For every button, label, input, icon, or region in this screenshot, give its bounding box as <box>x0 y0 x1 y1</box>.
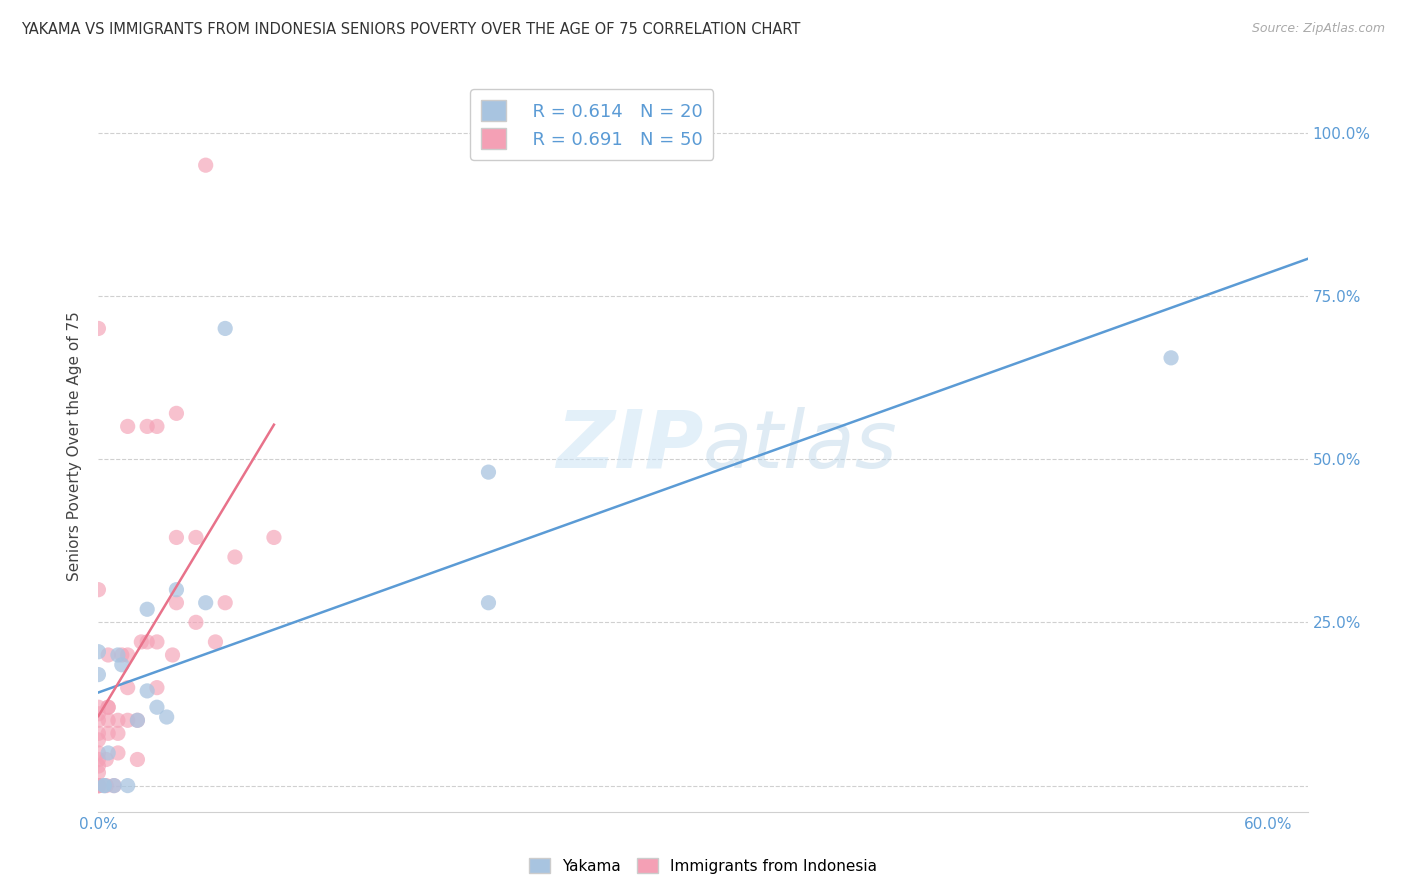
Point <box>156 710 179 724</box>
Point <box>87 321 110 335</box>
Point <box>97 714 120 728</box>
Point <box>162 648 184 662</box>
Point <box>1160 351 1182 365</box>
Text: atlas: atlas <box>703 407 898 485</box>
Point <box>97 648 120 662</box>
Point <box>87 700 110 714</box>
Legend: Yakama, Immigrants from Indonesia: Yakama, Immigrants from Indonesia <box>523 852 883 880</box>
Point <box>204 635 226 649</box>
Point <box>117 681 139 695</box>
Point <box>165 596 187 610</box>
Point <box>136 419 159 434</box>
Point <box>103 779 125 793</box>
Point <box>87 667 110 681</box>
Point <box>103 779 125 793</box>
Point <box>165 406 187 420</box>
Point <box>87 759 110 773</box>
Point <box>87 746 110 760</box>
Point <box>117 779 139 793</box>
Point <box>87 726 110 740</box>
Point <box>136 602 159 616</box>
Point <box>131 635 153 649</box>
Point <box>117 714 139 728</box>
Point <box>136 684 159 698</box>
Point <box>194 596 217 610</box>
Point <box>146 681 169 695</box>
Point <box>477 596 499 610</box>
Point <box>87 779 110 793</box>
Point <box>477 465 499 479</box>
Point <box>127 714 149 728</box>
Y-axis label: Seniors Poverty Over the Age of 75: Seniors Poverty Over the Age of 75 <box>67 311 83 581</box>
Point <box>136 635 159 649</box>
Point <box>107 726 129 740</box>
Point <box>87 765 110 780</box>
Point <box>184 615 207 630</box>
Point <box>224 549 246 564</box>
Point <box>146 419 169 434</box>
Point <box>97 700 120 714</box>
Point <box>93 779 115 793</box>
Point <box>87 706 110 721</box>
Point <box>194 158 217 172</box>
Point <box>97 700 120 714</box>
Point <box>263 530 285 544</box>
Point <box>87 582 110 597</box>
Point <box>96 752 118 766</box>
Text: ZIP: ZIP <box>555 407 703 485</box>
Point <box>97 726 120 740</box>
Point <box>214 596 236 610</box>
Point <box>107 746 129 760</box>
Point <box>127 752 149 766</box>
Point <box>165 530 187 544</box>
Text: YAKAMA VS IMMIGRANTS FROM INDONESIA SENIORS POVERTY OVER THE AGE OF 75 CORRELATI: YAKAMA VS IMMIGRANTS FROM INDONESIA SENI… <box>21 22 800 37</box>
Point <box>146 700 169 714</box>
Point <box>87 779 110 793</box>
Point <box>111 657 134 672</box>
Point <box>87 779 110 793</box>
Point <box>93 779 115 793</box>
Point <box>96 779 118 793</box>
Point <box>87 732 110 747</box>
Point <box>87 714 110 728</box>
Point <box>107 648 129 662</box>
Point <box>111 648 134 662</box>
Point <box>87 779 110 793</box>
Point <box>184 530 207 544</box>
Point <box>165 582 187 597</box>
Point <box>87 752 110 766</box>
Point <box>117 648 139 662</box>
Point <box>127 714 149 728</box>
Point <box>146 635 169 649</box>
Point <box>87 645 110 659</box>
Point <box>97 746 120 760</box>
Legend:   R = 0.614   N = 20,   R = 0.691   N = 50: R = 0.614 N = 20, R = 0.691 N = 50 <box>470 89 713 160</box>
Point <box>107 714 129 728</box>
Point <box>214 321 236 335</box>
Point <box>117 419 139 434</box>
Text: Source: ZipAtlas.com: Source: ZipAtlas.com <box>1251 22 1385 36</box>
